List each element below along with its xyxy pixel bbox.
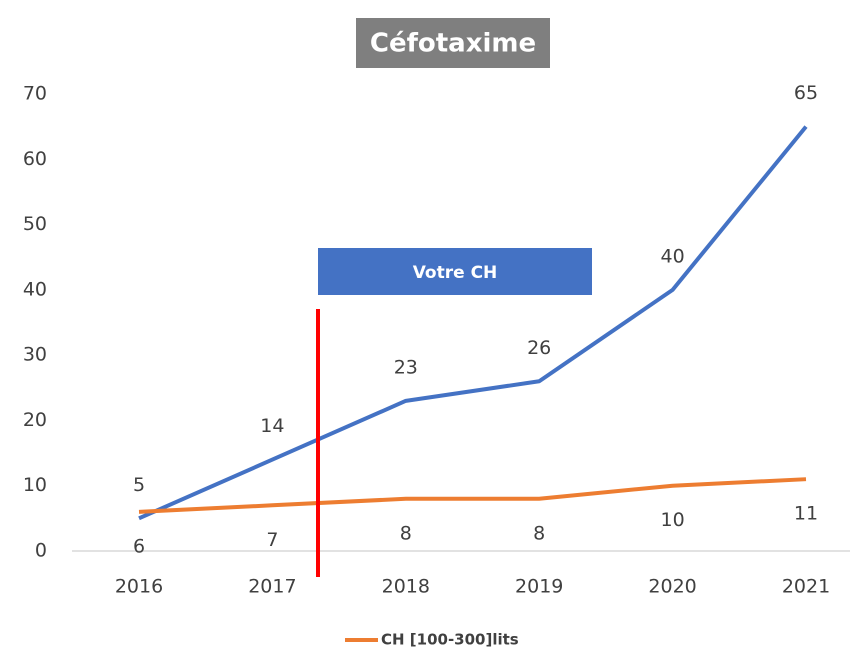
data-label: 7 <box>266 529 278 551</box>
series-line <box>138 477 807 514</box>
legend-label: CH [100-300]lits <box>381 631 519 649</box>
data-label: 40 <box>661 245 685 267</box>
x-tick-label: 2019 <box>515 576 563 598</box>
x-tick-label: 2016 <box>115 576 163 598</box>
y-tick-label: 0 <box>35 540 47 562</box>
data-label: 5 <box>133 474 145 496</box>
annotation-box <box>318 248 592 295</box>
data-label: 10 <box>661 509 685 531</box>
x-tick-label: 2017 <box>248 576 296 598</box>
data-label: 8 <box>533 522 545 544</box>
data-label: 65 <box>794 82 818 104</box>
data-label: 11 <box>794 503 818 525</box>
x-tick-label: 2020 <box>648 576 696 598</box>
y-tick-label: 40 <box>23 278 47 300</box>
chart-title: Céfotaxime <box>370 29 536 59</box>
data-label: 6 <box>133 535 145 557</box>
series-line <box>138 125 808 521</box>
annotation: Votre CH <box>413 263 498 283</box>
y-tick-label: 10 <box>23 474 47 496</box>
data-label: 8 <box>400 522 412 544</box>
data-label: 26 <box>527 337 551 359</box>
y-tick-label: 30 <box>23 344 47 366</box>
y-tick-label: 50 <box>23 213 47 235</box>
y-tick-label: 20 <box>23 409 47 431</box>
data-label: 14 <box>260 415 284 437</box>
x-tick-label: 2021 <box>782 576 830 598</box>
data-label: 23 <box>394 356 418 378</box>
y-tick-label: 70 <box>23 83 47 105</box>
x-tick-label: 2018 <box>382 576 430 598</box>
title-box <box>356 18 550 68</box>
y-tick-label: 60 <box>23 148 47 170</box>
